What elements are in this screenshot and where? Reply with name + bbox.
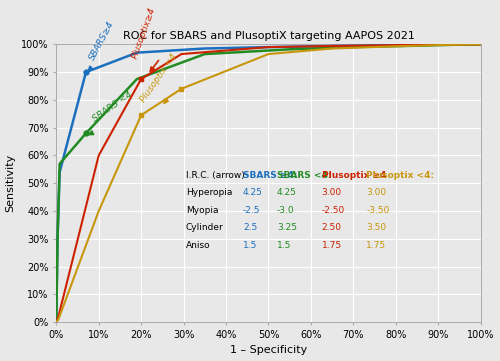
Text: Cylinder: Cylinder: [186, 223, 224, 232]
Text: 2.50: 2.50: [322, 223, 342, 232]
Text: SBARS <4: SBARS <4: [91, 90, 134, 123]
Text: 4.25: 4.25: [243, 188, 263, 197]
Text: 3.00: 3.00: [366, 188, 386, 197]
Text: SBARS ≥4:: SBARS ≥4:: [243, 171, 298, 180]
Text: -3.50: -3.50: [366, 206, 390, 215]
Text: I.R.C. (arrow):: I.R.C. (arrow):: [186, 171, 248, 180]
Text: -2.50: -2.50: [322, 206, 345, 215]
Text: 3.00: 3.00: [322, 188, 342, 197]
Text: Hyperopia: Hyperopia: [186, 188, 232, 197]
Text: SBARS <4:: SBARS <4:: [277, 171, 332, 180]
Text: -2.5: -2.5: [243, 206, 260, 215]
Text: 4.25: 4.25: [277, 188, 297, 197]
X-axis label: 1 – Specificity: 1 – Specificity: [230, 345, 307, 356]
Text: Plusoptix <4: Plusoptix <4: [139, 52, 179, 104]
Text: Plusoptix≥4: Plusoptix≥4: [130, 5, 158, 60]
Text: SBARS≥4: SBARS≥4: [88, 20, 117, 62]
Text: Plusoptix ≥4: Plusoptix ≥4: [322, 171, 386, 180]
Text: Plusoptix <4:: Plusoptix <4:: [366, 171, 434, 180]
Text: 3.50: 3.50: [366, 223, 386, 232]
Text: 1.75: 1.75: [366, 241, 386, 250]
Y-axis label: Sensitivity: Sensitivity: [6, 154, 16, 212]
Text: 1.5: 1.5: [277, 241, 291, 250]
Text: 2.5: 2.5: [243, 223, 258, 232]
Text: 1.5: 1.5: [243, 241, 258, 250]
Text: 1.75: 1.75: [322, 241, 342, 250]
Text: Aniso: Aniso: [186, 241, 210, 250]
Text: -3.0: -3.0: [277, 206, 294, 215]
Title: ROC for SBARS and PlusoptiX targeting AAPOS 2021: ROC for SBARS and PlusoptiX targeting AA…: [122, 31, 414, 41]
Text: Myopia: Myopia: [186, 206, 218, 215]
Text: 3.25: 3.25: [277, 223, 297, 232]
